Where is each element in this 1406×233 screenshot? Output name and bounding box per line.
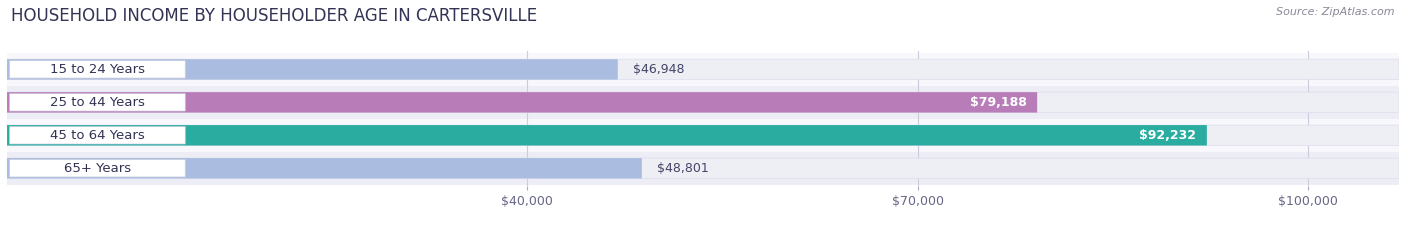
FancyBboxPatch shape bbox=[10, 94, 186, 111]
FancyBboxPatch shape bbox=[7, 125, 1206, 146]
FancyBboxPatch shape bbox=[7, 125, 1399, 146]
FancyBboxPatch shape bbox=[7, 158, 1399, 178]
FancyBboxPatch shape bbox=[10, 61, 186, 78]
FancyBboxPatch shape bbox=[7, 59, 617, 80]
Bar bbox=[7, 53, 1399, 86]
Text: HOUSEHOLD INCOME BY HOUSEHOLDER AGE IN CARTERSVILLE: HOUSEHOLD INCOME BY HOUSEHOLDER AGE IN C… bbox=[11, 7, 537, 25]
Text: $46,948: $46,948 bbox=[633, 63, 685, 76]
Text: 25 to 44 Years: 25 to 44 Years bbox=[51, 96, 145, 109]
FancyBboxPatch shape bbox=[7, 59, 1399, 80]
FancyBboxPatch shape bbox=[7, 92, 1038, 113]
FancyBboxPatch shape bbox=[7, 92, 1399, 113]
FancyBboxPatch shape bbox=[10, 160, 186, 177]
Text: 15 to 24 Years: 15 to 24 Years bbox=[51, 63, 145, 76]
Text: 65+ Years: 65+ Years bbox=[63, 162, 131, 175]
Bar bbox=[7, 152, 1399, 185]
Text: $48,801: $48,801 bbox=[658, 162, 709, 175]
Text: $92,232: $92,232 bbox=[1139, 129, 1197, 142]
Bar bbox=[7, 86, 1399, 119]
Text: $79,188: $79,188 bbox=[970, 96, 1026, 109]
FancyBboxPatch shape bbox=[10, 127, 186, 144]
FancyBboxPatch shape bbox=[7, 158, 643, 178]
Text: Source: ZipAtlas.com: Source: ZipAtlas.com bbox=[1277, 7, 1395, 17]
Text: 45 to 64 Years: 45 to 64 Years bbox=[51, 129, 145, 142]
Bar bbox=[7, 119, 1399, 152]
